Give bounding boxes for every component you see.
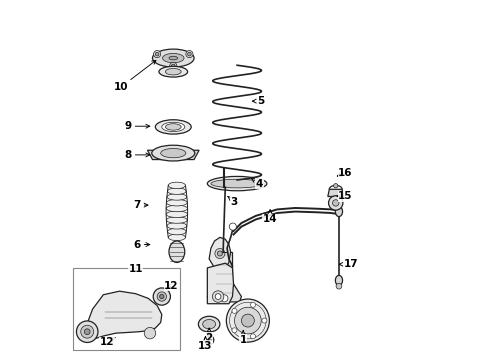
Polygon shape [207,282,242,302]
Circle shape [157,292,167,301]
Text: 9: 9 [125,121,150,131]
Circle shape [262,318,267,323]
Text: 5: 5 [252,96,265,106]
Circle shape [218,251,222,256]
Circle shape [153,50,161,58]
Ellipse shape [163,53,184,63]
Text: 14: 14 [263,210,277,224]
Ellipse shape [166,211,188,217]
Text: 1: 1 [240,331,247,345]
Circle shape [235,307,261,334]
Ellipse shape [166,205,188,212]
Circle shape [215,248,225,258]
Circle shape [242,314,254,327]
Polygon shape [209,237,231,270]
Ellipse shape [168,188,186,194]
Text: 12: 12 [99,337,115,347]
Ellipse shape [166,124,181,130]
Text: 15: 15 [337,191,353,201]
Circle shape [229,223,236,230]
Ellipse shape [198,316,220,332]
Ellipse shape [335,275,343,285]
Circle shape [250,302,255,307]
Ellipse shape [159,66,188,77]
Circle shape [81,325,94,338]
Text: 6: 6 [134,239,150,249]
Circle shape [336,283,342,289]
Ellipse shape [169,56,177,60]
Circle shape [186,50,193,58]
Ellipse shape [203,319,216,329]
Circle shape [84,329,90,334]
Circle shape [155,52,159,56]
Circle shape [144,327,156,339]
Ellipse shape [166,68,181,75]
Circle shape [232,308,237,313]
Circle shape [232,328,237,333]
Bar [216,252,232,297]
Ellipse shape [168,228,186,235]
Circle shape [188,52,191,56]
Ellipse shape [152,49,194,67]
Text: 17: 17 [339,259,358,269]
Ellipse shape [167,194,187,200]
Ellipse shape [335,207,343,217]
Ellipse shape [168,182,186,189]
Ellipse shape [167,217,187,223]
Ellipse shape [155,120,191,134]
Text: 4: 4 [252,179,263,189]
Text: 8: 8 [125,150,150,160]
Ellipse shape [167,199,187,206]
Circle shape [172,64,175,68]
Circle shape [226,299,270,342]
Circle shape [153,288,171,305]
Circle shape [212,291,224,302]
Text: 3: 3 [228,197,238,207]
Ellipse shape [161,148,186,158]
Circle shape [333,200,339,206]
Ellipse shape [162,122,185,132]
Text: 16: 16 [337,168,353,178]
Ellipse shape [167,222,187,229]
Text: 2: 2 [205,328,213,343]
Polygon shape [147,150,199,159]
Circle shape [329,196,343,210]
Circle shape [170,62,177,69]
Ellipse shape [207,176,267,191]
Polygon shape [328,189,343,197]
Circle shape [215,294,221,300]
Circle shape [250,334,255,339]
Polygon shape [207,263,234,304]
Ellipse shape [152,145,195,161]
Ellipse shape [168,234,186,240]
Text: 11: 11 [128,264,143,274]
Circle shape [221,295,228,302]
Circle shape [76,321,98,342]
Circle shape [334,184,338,188]
Text: 10: 10 [114,60,156,92]
Polygon shape [84,291,162,339]
Text: 7: 7 [134,200,148,210]
Text: 13: 13 [198,337,213,351]
Bar [73,268,180,350]
Ellipse shape [211,179,263,188]
Circle shape [160,294,164,299]
Ellipse shape [169,241,185,262]
Text: 12: 12 [164,281,179,291]
Circle shape [204,335,214,345]
